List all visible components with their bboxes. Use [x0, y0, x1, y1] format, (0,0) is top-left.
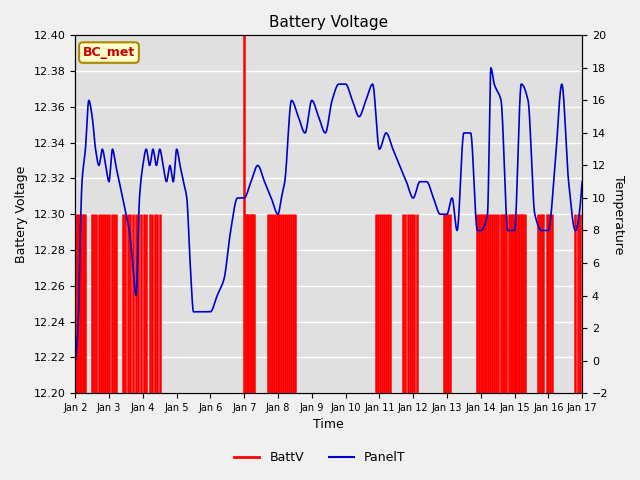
X-axis label: Time: Time — [314, 419, 344, 432]
Text: BC_met: BC_met — [83, 46, 135, 59]
Legend: BattV, PanelT: BattV, PanelT — [229, 446, 411, 469]
Y-axis label: Temperature: Temperature — [612, 175, 625, 254]
Title: Battery Voltage: Battery Voltage — [269, 15, 388, 30]
Y-axis label: Battery Voltage: Battery Voltage — [15, 166, 28, 263]
